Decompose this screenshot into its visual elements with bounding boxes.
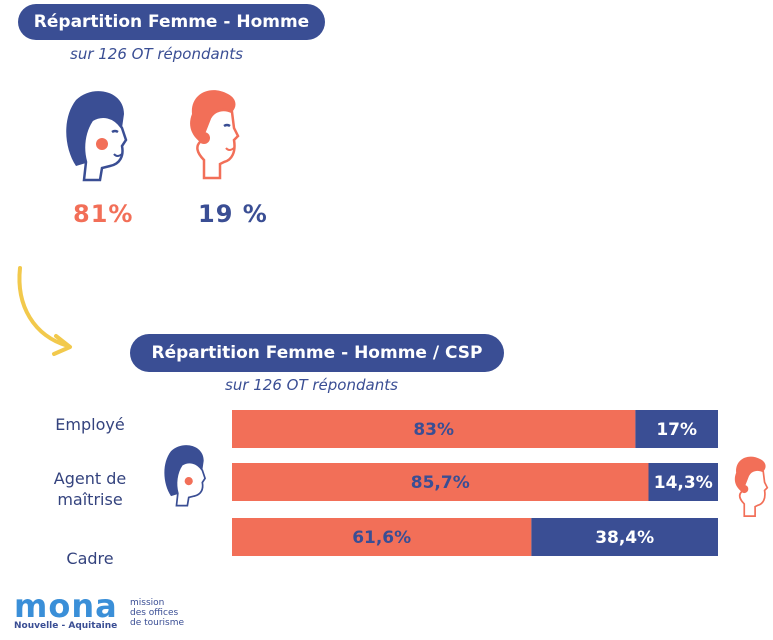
male-value-label-0: 17% (656, 420, 697, 440)
male-bar-0 (635, 410, 718, 448)
male-value-label-2: 38,4% (595, 528, 654, 548)
female-value-label-2: 61,6% (352, 528, 411, 548)
category-label-employe: Employé (55, 415, 125, 434)
male-bar-2 (531, 518, 718, 556)
mona-logo: mona Nouvelle - Aquitaine (14, 587, 118, 631)
logo-word: mona (14, 587, 118, 625)
logo-tagline: mission des offices de tourisme (130, 598, 184, 628)
logo-tagline-line: de tourisme (130, 618, 185, 628)
female-value-label-0: 83% (413, 420, 454, 440)
category-label-cadre: Cadre (66, 549, 114, 568)
man-head-small-icon (734, 456, 769, 517)
male-value-label-1: 14,3% (654, 473, 713, 493)
female-bar-2 (232, 518, 532, 556)
logo-tagline-line: mission (130, 598, 165, 608)
female-bar-1 (232, 463, 649, 501)
female-male-subtitle: sur 126 OT répondants (70, 45, 243, 63)
woman-head-icon (66, 91, 128, 182)
female-value-label-1: 85,7% (411, 473, 470, 493)
male-bar-1 (648, 463, 718, 501)
woman-head-small-icon (164, 445, 207, 507)
logo-region: Nouvelle - Aquitaine (14, 621, 118, 631)
man-head-icon (190, 90, 240, 180)
category-label-agent: Agent de maîtrise (53, 469, 127, 509)
female-male-title: Répartition Femme - Homme (18, 4, 325, 40)
male-percent: 19 % (198, 200, 268, 228)
csp-subtitle: sur 126 OT répondants (225, 376, 398, 394)
female-bar-0 (232, 410, 636, 448)
logo-tagline-line: des offices (130, 608, 179, 618)
female-percent: 81% (73, 200, 134, 228)
curved-arrow-icon (17, 266, 72, 356)
csp-title: Répartition Femme - Homme / CSP (130, 334, 504, 372)
